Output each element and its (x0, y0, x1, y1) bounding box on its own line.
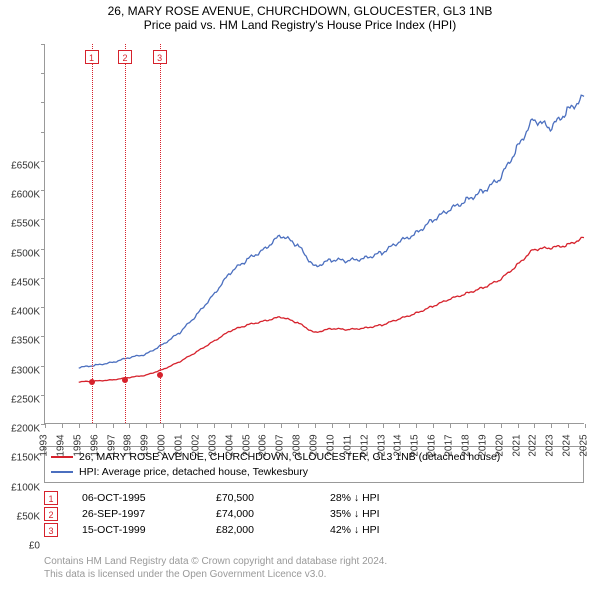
x-axis-label: 2020 (494, 434, 505, 456)
event-date: 06-OCT-1995 (82, 492, 192, 504)
x-axis-label: 2010 (325, 434, 336, 456)
sale-point (122, 377, 128, 383)
x-axis-label: 2002 (190, 434, 201, 456)
x-axis-label: 2023 (545, 434, 556, 456)
y-axis-label: £500K (0, 248, 40, 259)
legend-swatch (51, 456, 73, 458)
events-table: 1 06-OCT-1995 £70,500 28% ↓ HPI 2 26-SEP-1997… (44, 490, 584, 538)
y-axis-label: £300K (0, 365, 40, 376)
x-axis-label: 2018 (460, 434, 471, 456)
x-axis-label: 1996 (89, 434, 100, 456)
event-delta: 28% ↓ HPI (330, 492, 380, 504)
x-axis-label: 2008 (292, 434, 303, 456)
event-delta: 35% ↓ HPI (330, 508, 380, 520)
y-axis-label: £350K (0, 336, 40, 347)
x-axis-label: 2015 (410, 434, 421, 456)
event-row: 1 06-OCT-1995 £70,500 28% ↓ HPI (44, 490, 584, 506)
series-hpi (79, 95, 584, 368)
event-row: 2 26-SEP-1997 £74,000 35% ↓ HPI (44, 506, 584, 522)
x-axis-label: 2019 (477, 434, 488, 456)
x-axis-label: 2007 (275, 434, 286, 456)
x-axis-label: 2000 (157, 434, 168, 456)
x-axis-label: 2025 (579, 434, 590, 456)
x-axis-label: 2024 (562, 434, 573, 456)
x-axis-label: 2009 (309, 434, 320, 456)
event-number-box: 2 (44, 507, 58, 521)
title-block: 26, MARY ROSE AVENUE, CHURCHDOWN, GLOUCE… (0, 0, 600, 34)
event-marker-box: 3 (153, 50, 167, 64)
x-axis-label: 2005 (241, 434, 252, 456)
legend-swatch (51, 471, 73, 473)
price-chart-page: 26, MARY ROSE AVENUE, CHURCHDOWN, GLOUCE… (0, 0, 600, 590)
event-marker-box: 2 (118, 50, 132, 64)
legend-item: HPI: Average price, detached house, Tewk… (51, 465, 577, 480)
y-axis-label: £550K (0, 219, 40, 230)
chart-plot-area: 1 2 3 (44, 44, 584, 424)
y-axis-label: £50K (0, 511, 40, 522)
x-axis-label: 1998 (123, 434, 134, 456)
event-price: £74,000 (216, 508, 306, 520)
event-row: 3 15-OCT-1999 £82,000 42% ↓ HPI (44, 522, 584, 538)
event-number-box: 1 (44, 491, 58, 505)
event-price: £82,000 (216, 524, 306, 536)
event-date: 26-SEP-1997 (82, 508, 192, 520)
footer-line2: This data is licensed under the Open Gov… (44, 569, 584, 582)
x-axis-label: 2012 (359, 434, 370, 456)
x-axis-label: 1995 (72, 434, 83, 456)
x-axis-label: 2011 (342, 435, 353, 457)
event-marker-line (125, 44, 126, 423)
y-axis-label: £0 (0, 541, 40, 552)
series-property (79, 237, 584, 382)
x-axis-label: 2021 (511, 434, 522, 456)
x-axis-label: 2014 (393, 434, 404, 456)
x-axis-label: 2022 (528, 434, 539, 456)
x-axis-label: 1997 (106, 434, 117, 456)
legend-label: HPI: Average price, detached house, Tewk… (79, 465, 308, 480)
x-axis-label: 2004 (224, 434, 235, 456)
event-delta: 42% ↓ HPI (330, 524, 380, 536)
event-marker-line (92, 44, 93, 423)
y-axis-label: £400K (0, 307, 40, 318)
y-axis-label: £150K (0, 453, 40, 464)
event-price: £70,500 (216, 492, 306, 504)
y-axis-label: £250K (0, 394, 40, 405)
event-marker-line (160, 44, 161, 423)
title-subtitle: Price paid vs. HM Land Registry's House … (10, 18, 590, 32)
x-axis-label: 2016 (427, 434, 438, 456)
event-marker-box: 1 (85, 50, 99, 64)
y-axis-label: £200K (0, 424, 40, 435)
x-axis-label: 2017 (444, 434, 455, 456)
x-axis-label: 2001 (174, 434, 185, 456)
event-number-box: 3 (44, 523, 58, 537)
y-axis-label: £450K (0, 277, 40, 288)
sale-point (89, 379, 95, 385)
x-axis-label: 2003 (207, 434, 218, 456)
footer-line1: Contains HM Land Registry data © Crown c… (44, 556, 584, 569)
x-axis-label: 1999 (140, 434, 151, 456)
event-date: 15-OCT-1999 (82, 524, 192, 536)
x-axis-label: 2013 (376, 434, 387, 456)
sale-point (157, 372, 163, 378)
x-axis-label: 1993 (39, 434, 50, 456)
x-axis-label: 1994 (55, 434, 66, 456)
y-axis-label: £650K (0, 161, 40, 172)
y-axis-label: £100K (0, 482, 40, 493)
title-address: 26, MARY ROSE AVENUE, CHURCHDOWN, GLOUCE… (10, 4, 590, 18)
x-axis-label: 2006 (258, 434, 269, 456)
y-axis-label: £600K (0, 190, 40, 201)
footer-attribution: Contains HM Land Registry data © Crown c… (44, 556, 584, 581)
